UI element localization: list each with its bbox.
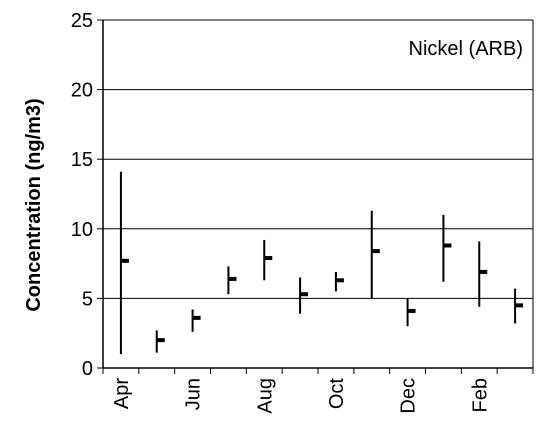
grid-lines	[103, 19, 534, 368]
y-tick-label: 10	[71, 219, 93, 241]
mean-marker-may	[156, 338, 165, 343]
x-tick-label: Apr	[111, 378, 133, 409]
mean-marker-oct	[335, 278, 344, 283]
mean-marker-nov	[371, 249, 380, 254]
x-tick-label: Feb	[469, 378, 491, 412]
x-tick-label: Dec	[398, 378, 420, 414]
mean-marker-sep	[300, 292, 309, 297]
mean-marker-jul	[228, 276, 237, 281]
mean-marker-jan	[443, 243, 452, 248]
y-axis-title: Concentration (ng/m3)	[23, 98, 45, 311]
y-tick-label: 5	[82, 288, 93, 310]
chart-annotation: Nickel (ARB)	[409, 38, 523, 60]
y-tick-label: 20	[71, 80, 93, 102]
axes	[97, 19, 534, 374]
mean-marker-jun	[192, 315, 201, 320]
x-tick-label: Aug	[254, 378, 276, 414]
mean-marker-aug	[264, 256, 273, 261]
tick-labels: 0 5 10 15 20 25 Apr Jun Aug Oct Dec Feb	[71, 10, 492, 414]
y-tick-label: 0	[82, 358, 93, 380]
y-tick-label: 15	[71, 149, 93, 171]
mean-marker-mar	[515, 303, 524, 308]
data-marks	[119, 171, 524, 355]
y-tick-label: 25	[71, 10, 93, 32]
x-tick-label: Oct	[326, 378, 348, 410]
mean-marker-dec	[407, 308, 416, 313]
x-tick-label: Jun	[183, 378, 205, 410]
mean-marker-apr	[120, 258, 129, 263]
mean-marker-feb	[479, 269, 488, 274]
